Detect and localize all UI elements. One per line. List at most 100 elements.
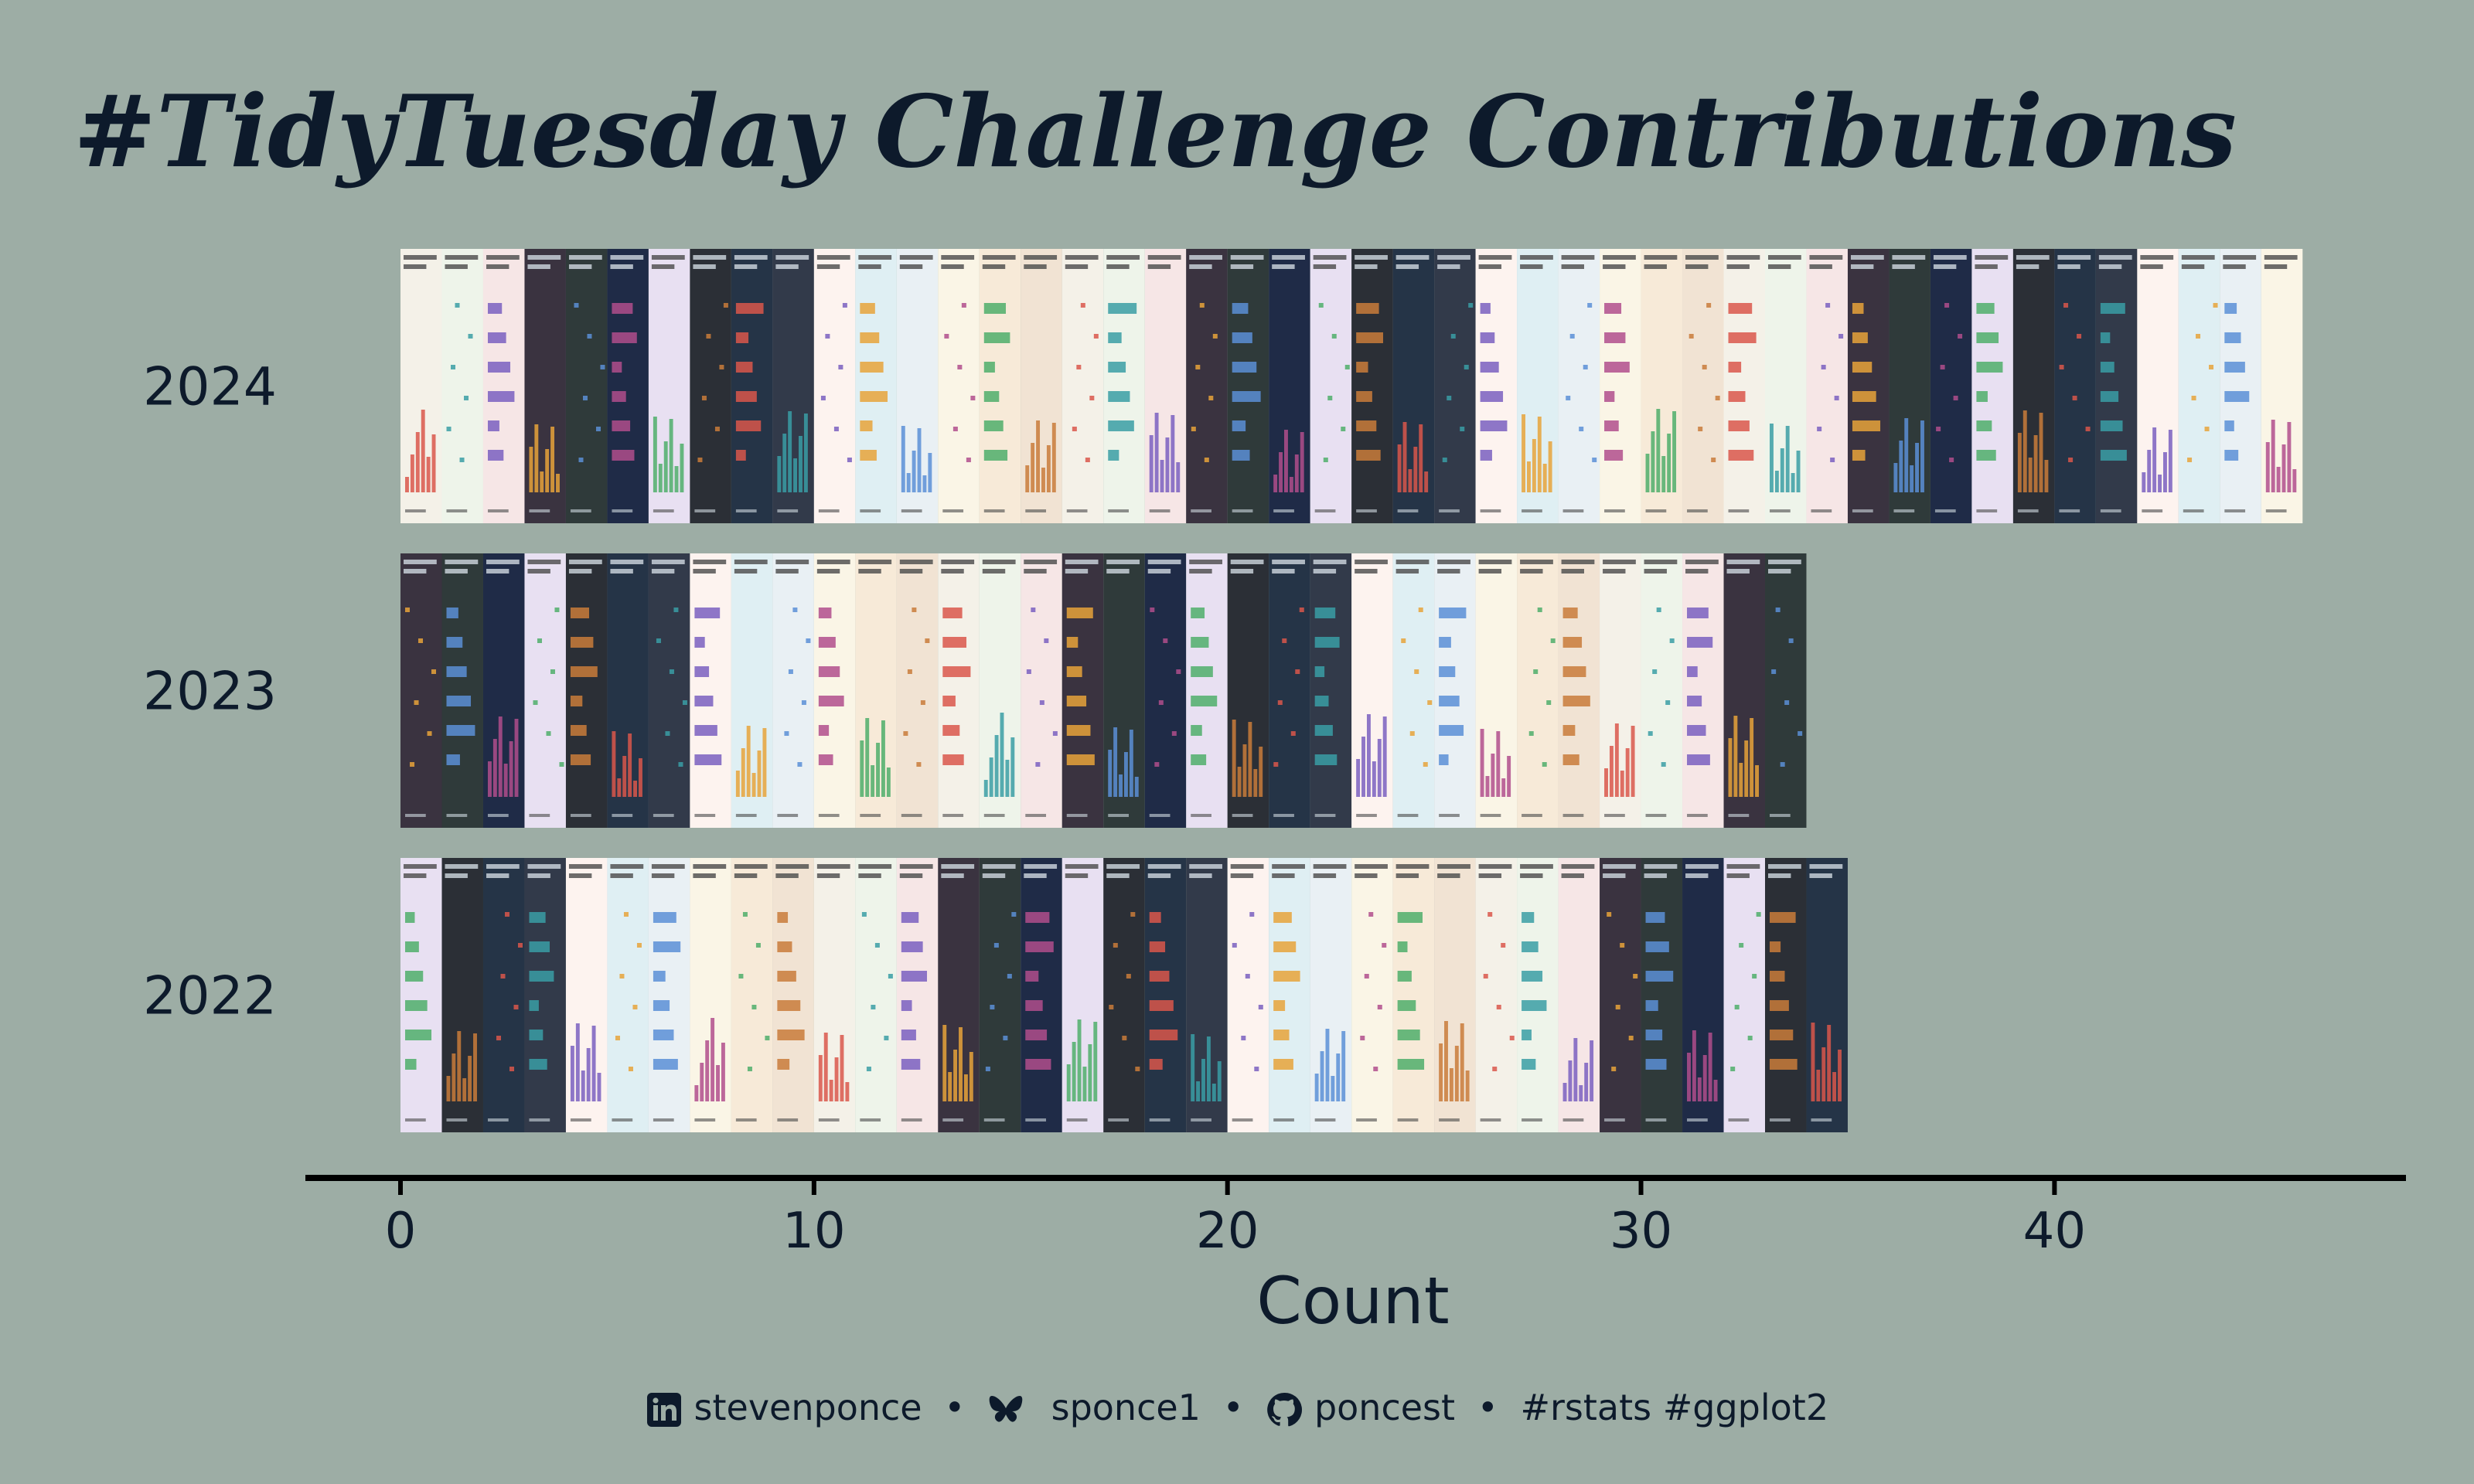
bar-segment — [2137, 249, 2179, 523]
year-label: 2023 — [143, 662, 277, 723]
bar-segment — [1351, 249, 1393, 523]
bar-segment — [1971, 249, 2013, 523]
bar-segment — [938, 858, 980, 1132]
bar-segment — [1351, 553, 1393, 828]
bar-segment — [648, 553, 690, 828]
bar-segment — [1517, 858, 1559, 1132]
bar-segment — [938, 553, 980, 828]
bar-segment — [1682, 553, 1724, 828]
bar-segment — [1806, 858, 1848, 1132]
bar-segment — [1600, 858, 1641, 1132]
hashtags: #rstats #ggplot2 — [1520, 1386, 1829, 1428]
bar-segment — [1434, 553, 1476, 828]
bar-segment — [1227, 249, 1269, 523]
bar-segment — [482, 553, 525, 828]
bar-segment — [813, 858, 856, 1132]
bar-segment — [1310, 249, 1352, 523]
bar-segment — [731, 858, 773, 1132]
year-label: 2022 — [143, 966, 277, 1027]
bar-segment — [979, 553, 1021, 828]
bar-segment — [1930, 249, 1972, 523]
bar-segment — [400, 858, 442, 1132]
linkedin-icon — [646, 1386, 683, 1428]
bar-segment — [1062, 553, 1104, 828]
bar-segment — [2261, 249, 2303, 523]
bar-segment — [1269, 858, 1310, 1132]
bar-segment — [1723, 858, 1765, 1132]
bar-segment — [1889, 249, 1930, 523]
bar-segment — [855, 249, 897, 523]
bar-segment — [1600, 553, 1641, 828]
bar-segment — [1186, 858, 1228, 1132]
bar-segment — [1144, 858, 1187, 1132]
bar-segment — [772, 249, 814, 523]
bar-segment — [400, 553, 442, 828]
bar-segment — [565, 858, 608, 1132]
year-labels: 2024 2023 2022 — [143, 357, 277, 1027]
bar-segment — [1558, 553, 1600, 828]
bar-segment — [1517, 553, 1559, 828]
bar-segment — [1682, 858, 1724, 1132]
chart-title: #TidyTuesday Challenge Contributions — [73, 74, 2237, 190]
bar-segment — [1103, 858, 1145, 1132]
bar-segment — [2178, 249, 2220, 523]
bar-segment — [896, 858, 939, 1132]
bar-segment — [896, 249, 939, 523]
separator: • — [1222, 1386, 1244, 1428]
bar-segment — [607, 249, 649, 523]
butterfly-icon — [987, 1386, 1024, 1428]
bar-segment — [441, 858, 483, 1132]
bar-segment — [1558, 858, 1600, 1132]
bar-segment — [1269, 249, 1310, 523]
bar-segment — [441, 249, 483, 523]
bar-segment — [565, 249, 608, 523]
bar-segment — [2095, 249, 2138, 523]
bar-segment — [855, 553, 897, 828]
x-tick-label: 0 — [385, 1203, 417, 1260]
x-ticks: 0 10 20 30 40 — [385, 1178, 2086, 1260]
bar-segment — [1682, 249, 1724, 523]
bar-segment — [607, 553, 649, 828]
bar-segment — [1062, 249, 1104, 523]
bar-segment — [1269, 553, 1310, 828]
bar-segment — [1392, 249, 1435, 523]
bar-segment — [482, 858, 525, 1132]
bar-segment — [1351, 858, 1393, 1132]
bar-segment — [1021, 858, 1062, 1132]
bar-segment — [1103, 553, 1145, 828]
bar-segment — [524, 249, 566, 523]
bar-segment — [524, 858, 566, 1132]
bar-segment — [1062, 858, 1104, 1132]
bar-segment — [938, 249, 980, 523]
bar-segment — [1475, 553, 1518, 828]
bar-segment — [731, 249, 773, 523]
bar-segment — [1723, 553, 1765, 828]
bar-segment — [772, 858, 814, 1132]
bar-segment — [1021, 553, 1062, 828]
bar-segment — [1600, 249, 1641, 523]
bar-segment — [648, 249, 690, 523]
bar-segment — [1310, 858, 1352, 1132]
bar-segment — [813, 553, 856, 828]
bars-group — [400, 249, 2303, 1132]
bar-segment — [1021, 249, 1062, 523]
bar-segment — [1392, 858, 1435, 1132]
x-tick-label: 10 — [782, 1203, 845, 1260]
separator: • — [1477, 1386, 1498, 1428]
bar-segment — [1103, 249, 1145, 523]
bar-segment — [1517, 249, 1559, 523]
year-label: 2024 — [143, 357, 277, 418]
bar-segment — [1227, 858, 1269, 1132]
github-icon — [1266, 1386, 1303, 1428]
bar-segment — [1227, 553, 1269, 828]
bar-segment — [690, 858, 731, 1132]
bar-segment — [524, 553, 566, 828]
bar-segment — [813, 249, 856, 523]
bar-segment — [855, 858, 897, 1132]
bar-segment — [607, 858, 649, 1132]
x-tick-label: 40 — [2023, 1203, 2086, 1260]
bar-segment — [731, 553, 773, 828]
bar-segment — [648, 858, 690, 1132]
bar-segment — [690, 249, 731, 523]
